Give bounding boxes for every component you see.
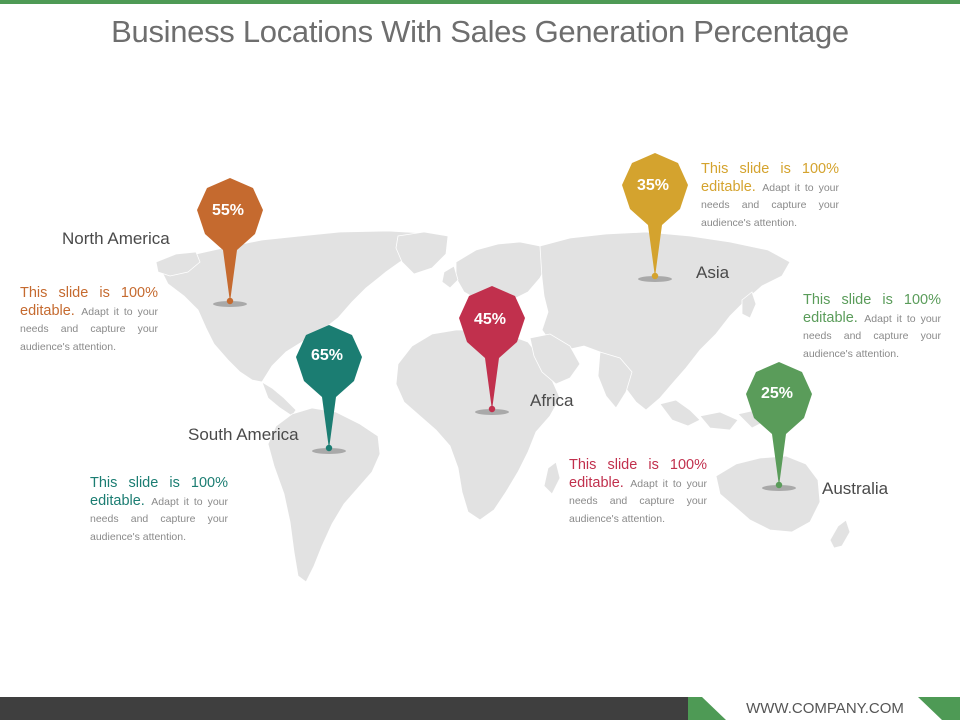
north-america-label: North America — [62, 229, 170, 248]
south-america-percent: 65% — [310, 347, 344, 364]
asia-note-lead: This slide is 100% editable. — [701, 161, 839, 195]
north-america-pin — [197, 178, 263, 307]
south-america-note-lead: This slide is 100% editable. — [90, 475, 228, 509]
map-madagascar — [543, 461, 561, 495]
map-south-america — [267, 407, 381, 583]
map-new-zealand — [829, 519, 851, 549]
north-america-note: This slide is 100% editable. Adapt it to… — [20, 284, 158, 354]
asia-percent: 35% — [636, 177, 670, 194]
map-uk — [441, 265, 459, 289]
north-america-note-body: Adapt it to your needs and capture your … — [20, 305, 158, 353]
map-southeast-asia — [659, 399, 769, 431]
africa-note: This slide is 100% editable. Adapt it to… — [569, 456, 707, 526]
asia-label: Asia — [696, 263, 730, 282]
south-america-note-body: Adapt it to your needs and capture your … — [90, 495, 228, 543]
south-america-pin — [296, 325, 362, 454]
australia-note-lead: This slide is 100% editable. — [803, 292, 941, 326]
africa-label: Africa — [530, 391, 574, 410]
top-accent-line — [0, 0, 960, 4]
asia-note: This slide is 100% editable. Adapt it to… — [701, 160, 839, 230]
north-america-percent: 55% — [211, 202, 245, 219]
page-title: Business Locations With Sales Generation… — [111, 14, 849, 49]
map-alaska — [155, 251, 201, 277]
map-india — [597, 351, 633, 409]
map-japan — [741, 291, 757, 319]
australia-label: Australia — [822, 479, 889, 498]
asia-note-body: Adapt it to your needs and capture your … — [701, 181, 839, 229]
africa-pin — [459, 286, 525, 415]
africa-percent: 45% — [473, 311, 507, 328]
australia-note: This slide is 100% editable. Adapt it to… — [803, 291, 941, 361]
australia-pin — [746, 362, 812, 491]
footer-url-band — [688, 697, 960, 720]
south-america-note: This slide is 100% editable. Adapt it to… — [90, 474, 228, 544]
australia-percent: 25% — [760, 385, 794, 402]
africa-note-body: Adapt it to your needs and capture your … — [569, 477, 707, 525]
north-america-note-lead: This slide is 100% editable. — [20, 285, 158, 319]
south-america-label: South America — [188, 425, 299, 444]
map-central-america — [261, 381, 297, 417]
australia-note-body: Adapt it to your needs and capture your … — [803, 312, 941, 360]
map-europe — [455, 241, 549, 305]
map-australia — [715, 455, 821, 533]
map-middle-east — [529, 333, 581, 385]
map-greenland — [395, 231, 449, 275]
africa-note-lead: This slide is 100% editable. — [569, 457, 707, 491]
asia-pin — [622, 153, 688, 282]
footer-url: WWW.COMPANY.COM — [746, 700, 904, 717]
